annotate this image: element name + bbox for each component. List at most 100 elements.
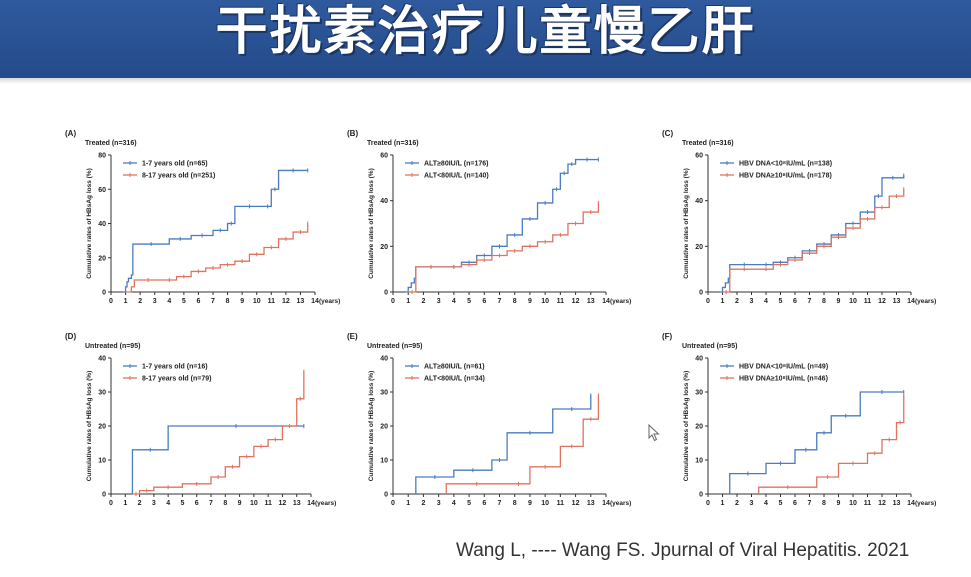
x-tick-label: 11 <box>864 500 872 507</box>
y-tick-label: 0 <box>699 492 703 499</box>
y-tick-label: 20 <box>98 424 106 431</box>
km-curve-1 <box>729 391 904 494</box>
mouse-cursor-icon <box>648 424 660 442</box>
y-tick-label: 40 <box>380 198 388 205</box>
x-tick-label: 2 <box>735 500 739 507</box>
x-tick-label: 10 <box>541 298 549 305</box>
x-tick-label: 10 <box>253 298 261 305</box>
x-tick-label: 11 <box>264 500 272 507</box>
x-tick-label: 2 <box>421 298 425 305</box>
x-tick-label: 3 <box>437 500 441 507</box>
x-tick-label: 7 <box>808 298 812 305</box>
x-tick-label: 13 <box>297 298 305 305</box>
x-tick-label: 7 <box>211 298 215 305</box>
x-tick-label: 12 <box>878 298 886 305</box>
km-curve-2 <box>408 202 600 293</box>
x-tick-label: 2 <box>421 500 425 507</box>
panel-subtitle: Treated (n=316) <box>682 140 734 147</box>
y-tick-label: 20 <box>380 244 388 251</box>
x-tick-label: 0 <box>706 298 710 305</box>
legend-label: ALT<80IU/L (n=34) <box>424 376 485 383</box>
x-tick-label: 9 <box>528 298 532 305</box>
x-tick-label: 1 <box>721 298 725 305</box>
x-tick-label: 1 <box>406 298 410 305</box>
x-tick-label: 6 <box>195 500 199 507</box>
y-tick-label: 10 <box>695 458 703 465</box>
x-tick-label: 6 <box>793 298 797 305</box>
legend-label: 1-7 years old (n=16) <box>142 364 208 371</box>
x-tick-label: 10 <box>541 500 549 507</box>
x-tick-label: 0 <box>706 500 710 507</box>
legend-label: 8-17 years old (n=251) <box>142 173 215 180</box>
x-axis-label: (years) <box>915 500 936 507</box>
x-tick-label: 1 <box>406 500 410 507</box>
x-tick-label: 13 <box>293 500 301 507</box>
x-tick-label: 5 <box>779 500 783 507</box>
y-tick-label: 60 <box>380 153 388 160</box>
citation-text: Wang L, ---- Wang FS. Jpurnal of Viral H… <box>456 540 910 561</box>
x-tick-label: 5 <box>779 298 783 305</box>
x-tick-label: 8 <box>822 298 826 305</box>
x-tick-label: 8 <box>513 500 517 507</box>
x-tick-label: 2 <box>138 298 142 305</box>
slide-title: 干扰素治疗儿童慢乙肝 <box>215 2 756 62</box>
x-tick-label: 4 <box>452 500 456 507</box>
y-tick-label: 40 <box>98 221 106 228</box>
y-tick-label: 60 <box>695 153 703 160</box>
x-tick-label: 1 <box>124 298 128 305</box>
x-tick-label: 13 <box>587 500 595 507</box>
x-tick-label: 1 <box>721 500 725 507</box>
km-curve-1 <box>131 425 304 494</box>
legend-label: HBV DNA≥10⁸IU/mL (n=178) <box>739 173 832 180</box>
x-tick-label: 6 <box>482 298 486 305</box>
legend-label: 8-17 years old (n=79) <box>142 376 211 383</box>
y-tick-label: 20 <box>98 255 106 262</box>
x-tick-label: 7 <box>498 298 502 305</box>
x-tick-label: 10 <box>849 500 857 507</box>
x-tick-label: 11 <box>268 298 276 305</box>
x-tick-label: 5 <box>180 500 184 507</box>
y-axis-label: Cumulative rates of HBsAg loss (%) <box>368 371 375 482</box>
y-tick-label: 30 <box>380 390 388 397</box>
x-axis-label: (years) <box>610 500 631 507</box>
y-axis-label: Cumulative rates of HBsAg loss (%) <box>86 371 93 482</box>
km-curve-2 <box>722 189 905 293</box>
x-tick-label: 6 <box>793 500 797 507</box>
x-tick-label: 3 <box>437 298 441 305</box>
x-tick-label: 13 <box>893 298 901 305</box>
x-tick-label: 4 <box>452 298 456 305</box>
y-tick-label: 30 <box>98 390 106 397</box>
y-tick-label: 10 <box>380 458 388 465</box>
banner-shadow <box>0 78 971 84</box>
x-tick-label: 13 <box>587 298 595 305</box>
x-tick-label: 9 <box>837 500 841 507</box>
x-axis-label: (years) <box>610 298 631 305</box>
x-tick-label: 7 <box>209 500 213 507</box>
y-axis-label: Cumulative rates of HBsAg loss (%) <box>86 168 93 279</box>
x-tick-label: 14 <box>602 298 610 305</box>
panel-label: (E) <box>347 332 358 341</box>
x-tick-label: 12 <box>279 500 287 507</box>
y-axis-label: Cumulative rates of HBsAg loss (%) <box>683 168 690 279</box>
y-tick-label: 40 <box>695 198 703 205</box>
x-axis-label: (years) <box>319 298 340 305</box>
y-axis-label: Cumulative rates of HBsAg loss (%) <box>368 168 375 279</box>
km-curve-2 <box>445 395 600 494</box>
panel-subtitle: Treated (n=316) <box>367 140 419 147</box>
x-tick-label: 5 <box>182 298 186 305</box>
x-axis-label: (years) <box>915 298 936 305</box>
x-tick-label: 4 <box>764 298 768 305</box>
x-tick-label: 4 <box>166 500 170 507</box>
y-tick-label: 0 <box>699 290 703 297</box>
legend-label: ALT≥80IU/L (n=176) <box>424 161 488 168</box>
km-curve-1 <box>719 175 905 293</box>
km-curve-2 <box>132 371 305 495</box>
x-tick-label: 9 <box>240 298 244 305</box>
km-curve-2 <box>125 223 309 293</box>
x-tick-label: 10 <box>849 298 857 305</box>
x-tick-label: 8 <box>223 500 227 507</box>
